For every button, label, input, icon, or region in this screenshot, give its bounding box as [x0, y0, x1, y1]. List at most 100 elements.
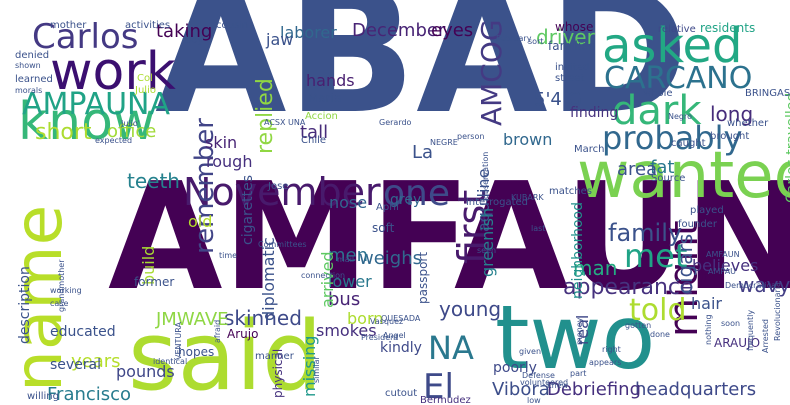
cloud-word: AMPAU — [708, 267, 737, 276]
cloud-word: smokes — [316, 321, 377, 340]
cloud-word: whole — [643, 88, 673, 99]
cloud-word: replied — [253, 78, 278, 154]
cloud-word: met — [624, 237, 688, 275]
cloud-word: fat — [650, 157, 675, 178]
cloud-word: believes — [692, 256, 759, 275]
cloud-word: dark — [612, 88, 702, 134]
cloud-word: case — [50, 299, 69, 308]
cloud-word: soft — [372, 221, 395, 235]
cloud-word: mail — [337, 255, 355, 264]
cloud-word: one — [383, 173, 450, 214]
cloud-word: March — [574, 144, 605, 155]
cloud-word: appears — [589, 358, 622, 367]
cloud-word: working — [50, 286, 82, 295]
cloud-word: Vasquez — [370, 317, 404, 326]
cloud-word: finding — [570, 105, 619, 121]
cloud-word: willing — [27, 391, 59, 402]
cloud-word: years — [71, 351, 121, 372]
cloud-word: afraid — [213, 319, 222, 343]
cloud-word: Democratica — [725, 281, 777, 290]
cloud-word: man — [573, 256, 618, 280]
cloud-word: person — [457, 132, 485, 141]
cloud-word: born — [347, 309, 384, 328]
cloud-word: last — [531, 224, 546, 233]
cloud-word: December — [352, 20, 446, 41]
cloud-word: interrogated — [466, 197, 529, 208]
cloud-word: greenish — [478, 207, 497, 277]
cloud-word: time — [219, 251, 238, 260]
cloud-word: wanted — [577, 139, 790, 213]
cloud-word: Committees — [258, 240, 307, 249]
cloud-word: families — [548, 39, 595, 53]
cloud-word: similar — [312, 356, 321, 383]
cloud-word: whose — [555, 20, 594, 34]
cloud-word: BRINGAS — [745, 88, 790, 99]
cloud-word: tall — [300, 122, 329, 143]
cloud-word: driver — [536, 25, 595, 49]
cloud-word: neighborhood — [570, 202, 586, 299]
cloud-word: President — [361, 333, 399, 342]
cloud-word: cigarettes — [240, 175, 256, 245]
cloud-word: eyes — [431, 20, 474, 41]
cloud-word: 5'4 G — [534, 89, 582, 110]
cloud-word: diplomatic — [259, 237, 278, 321]
cloud-word: Source — [651, 173, 686, 184]
cloud-word: part — [570, 369, 587, 378]
cloud-word: Revolucionaria — [773, 282, 782, 341]
cloud-word: ACSX — [264, 118, 286, 127]
cloud-word: kindly — [380, 340, 422, 356]
cloud-word: Julio — [135, 85, 156, 96]
cloud-word: laborer — [280, 23, 337, 42]
cloud-word: gotten — [625, 321, 652, 330]
cloud-word: Jose — [268, 181, 289, 192]
cloud-word: ABAD — [155, 0, 689, 152]
cloud-word: played — [690, 205, 724, 216]
cloud-word: founder — [678, 219, 717, 230]
cloud-word: identical — [153, 357, 188, 366]
cloud-word: learned — [15, 74, 53, 85]
cloud-word: VENTURA — [174, 322, 183, 360]
cloud-word: denied — [15, 50, 50, 61]
cloud-word: taking — [156, 21, 213, 42]
cloud-word: short — [35, 120, 92, 145]
cloud-word: long — [710, 102, 754, 126]
cloud-word: Col — [137, 73, 153, 84]
cloud-word: weighs — [359, 248, 423, 269]
cloud-word: NEGRE — [430, 138, 458, 147]
cloud-word: Julio' — [121, 119, 140, 128]
cloud-word: former — [134, 275, 175, 289]
cloud-word: El — [423, 367, 454, 405]
cloud-word: ARAUJO — [714, 336, 761, 350]
cloud-word: skin — [205, 133, 238, 152]
cloud-word: Maria — [308, 91, 342, 105]
cloud-word: appearance — [563, 275, 694, 300]
cloud-word: young — [439, 297, 502, 321]
cloud-word: nose — [329, 193, 368, 212]
cloud-word: soon — [721, 319, 741, 328]
cloud-word: shown — [15, 61, 41, 70]
cloud-word: family — [608, 219, 683, 247]
cloud-word: invited — [555, 62, 590, 73]
cloud-word: street — [555, 73, 585, 84]
cloud-word: caught — [671, 138, 706, 149]
cloud-word: given — [519, 347, 542, 356]
cloud-word: hands — [306, 71, 355, 90]
cloud-word: AMFAUN — [706, 250, 740, 259]
cloud-word: Vibora — [492, 379, 550, 400]
cloud-word: headquarters — [635, 379, 757, 400]
cloud-word: QUESADA — [381, 314, 421, 323]
cloud-word: Carlos travelled — [784, 92, 790, 203]
cloud-word: asked — [602, 18, 743, 74]
cloud-word: boy — [185, 35, 204, 46]
cloud-word: passport — [416, 251, 430, 304]
cloud-word: Gerardo — [379, 118, 412, 127]
cloud-word: Accion — [305, 111, 338, 122]
cloud-word: skinned — [224, 306, 302, 330]
cloud-word: Bermudez — [420, 395, 471, 405]
cloud-word: February — [496, 34, 532, 43]
cloud-word: UNA — [288, 118, 306, 127]
cloud-word: nothing — [704, 314, 713, 345]
cloud-word: low — [527, 396, 541, 405]
